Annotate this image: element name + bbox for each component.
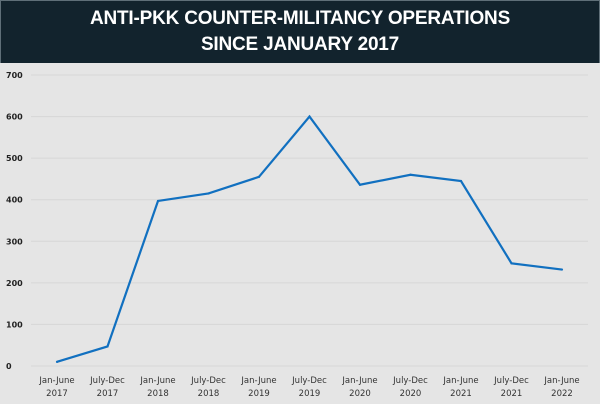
y-tick-label: 400: [6, 196, 23, 205]
data-point: [308, 115, 311, 118]
x-tick-label-year: 2021: [501, 389, 523, 399]
y-tick-label: 100: [6, 320, 23, 329]
y-tick-label: 700: [6, 71, 23, 80]
x-tick-label-year: 2019: [248, 389, 270, 399]
data-point: [560, 268, 564, 271]
data-point: [257, 175, 261, 178]
x-tick-label-year: 2021: [450, 389, 472, 399]
data-point: [106, 345, 109, 348]
y-tick-label: 200: [6, 279, 23, 288]
x-tick-label: Jan-June: [38, 376, 74, 386]
chart-header: ANTI-PKK COUNTER-MILITANCY OPERATIONS SI…: [0, 0, 600, 63]
y-tick-label: 0: [6, 362, 12, 371]
line-chart: 0 100 200 300 400 500 600 700 Jan-June 2017 July-D…: [6, 71, 588, 399]
data-point: [510, 262, 513, 265]
x-tick-label-year: 2017: [97, 389, 119, 399]
x-tick-label: July-Dec: [89, 376, 125, 386]
x-tick-label-year: 2020: [349, 389, 371, 399]
x-tick-label-year: 2017: [46, 389, 68, 399]
x-tick-label: Jan-June: [139, 376, 175, 386]
data-point: [358, 183, 362, 186]
x-tick-label-year: 2018: [198, 389, 220, 399]
plot-area: 0 100 200 300 400 500 600 700 Jan-June 2017 July-D…: [0, 63, 600, 404]
x-tick-label: Jan-June: [341, 376, 377, 386]
x-tick-label: July-Dec: [392, 376, 428, 386]
x-tick-label-year: 2019: [299, 389, 321, 399]
x-tick-label-year: 2018: [147, 389, 169, 399]
x-tick-label: July-Dec: [291, 376, 327, 386]
x-tick-label: Jan-June: [543, 376, 579, 386]
y-tick-label: 600: [6, 113, 23, 122]
y-tick-label: 300: [6, 237, 23, 246]
x-tick-label: July-Dec: [190, 376, 226, 386]
x-tick-label-year: 2020: [400, 389, 422, 399]
x-tick-label: Jan-June: [240, 376, 276, 386]
data-point: [459, 179, 463, 183]
chart-title: ANTI-PKK COUNTER-MILITANCY OPERATIONS SI…: [89, 8, 511, 55]
data-point: [409, 173, 412, 176]
y-tick-label: 500: [6, 154, 23, 163]
x-tick-label: Jan-June: [442, 376, 478, 386]
x-tick-label: July-Dec: [493, 376, 529, 386]
data-point: [156, 199, 160, 203]
data-point: [55, 360, 59, 363]
data-point: [207, 192, 210, 195]
x-tick-label-year: 2022: [551, 389, 573, 399]
series-line: [56, 114, 563, 363]
